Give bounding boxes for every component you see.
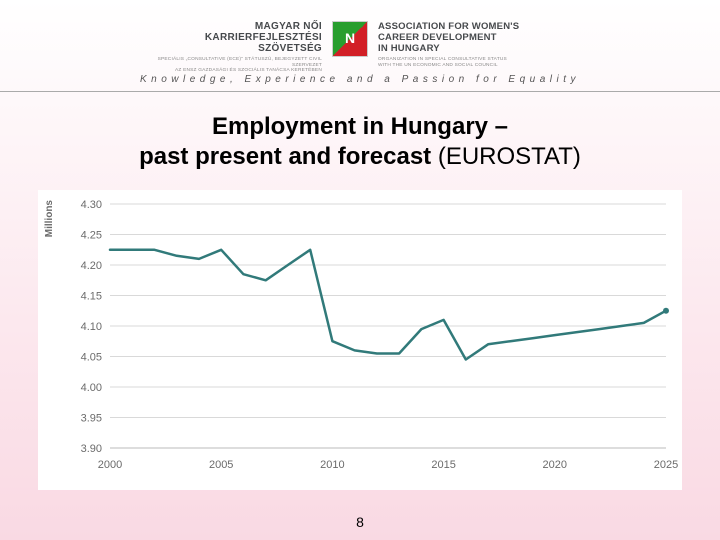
org-right-line1: ASSOCIATION FOR WOMEN'S bbox=[378, 21, 568, 32]
org-left-small2: AZ ENSZ GAZDASÁGI ÉS SZOCIÁLIS TANÁCSA K… bbox=[152, 68, 322, 74]
org-left: MAGYAR NŐI KARRIERFEJLESZTÉSI SZÖVETSÉG … bbox=[152, 21, 322, 74]
slide-title-source: (EUROSTAT) bbox=[431, 143, 581, 170]
svg-text:4.25: 4.25 bbox=[81, 230, 102, 242]
org-right-small2: WITH THE UN ECONOMIC AND SOCIAL COUNCIL bbox=[378, 63, 568, 69]
org-left-line1: MAGYAR NŐI bbox=[152, 21, 322, 32]
svg-text:4.10: 4.10 bbox=[81, 321, 102, 333]
org-right-line2: CAREER DEVELOPMENT bbox=[378, 32, 568, 43]
svg-text:3.95: 3.95 bbox=[81, 413, 102, 425]
org-left-line3: SZÖVETSÉG bbox=[152, 43, 322, 54]
svg-text:4.05: 4.05 bbox=[81, 352, 102, 364]
svg-text:3.90: 3.90 bbox=[81, 443, 102, 455]
slide-title: Employment in Hungary – past present and… bbox=[0, 112, 720, 172]
page-number: 8 bbox=[0, 514, 720, 530]
slide-title-line2: past present and forecast (EUROSTAT) bbox=[0, 142, 720, 172]
slide: MAGYAR NŐI KARRIERFEJLESZTÉSI SZÖVETSÉG … bbox=[0, 0, 720, 540]
chart-ylabel: Millions bbox=[44, 200, 55, 237]
svg-text:4.00: 4.00 bbox=[81, 382, 102, 394]
svg-text:2015: 2015 bbox=[431, 459, 455, 471]
org-right: ASSOCIATION FOR WOMEN'S CAREER DEVELOPME… bbox=[378, 21, 568, 68]
svg-text:4.20: 4.20 bbox=[81, 260, 102, 272]
chart-area: Millions 3.90 3.95 4.00 4.05 4.10 4.15 4.20 4.2… bbox=[38, 190, 682, 490]
svg-text:4.15: 4.15 bbox=[81, 291, 102, 303]
svg-text:2005: 2005 bbox=[209, 459, 233, 471]
header-tagline: Knowledge, Experience and a Passion for … bbox=[0, 74, 720, 85]
slide-title-line1: Employment in Hungary – bbox=[0, 112, 720, 142]
header: MAGYAR NŐI KARRIERFEJLESZTÉSI SZÖVETSÉG … bbox=[0, 0, 720, 94]
header-inner: MAGYAR NŐI KARRIERFEJLESZTÉSI SZÖVETSÉG … bbox=[152, 21, 568, 74]
employment-line-chart: 3.90 3.95 4.00 4.05 4.10 4.15 4.20 4.25 4.30 2000… bbox=[38, 190, 682, 480]
org-left-small1: SPECIÁLIS „CONSULTATIVE (ECE)" STÁTUSZÚ,… bbox=[152, 57, 322, 68]
org-logo-icon: N bbox=[332, 21, 368, 57]
svg-text:2000: 2000 bbox=[98, 459, 122, 471]
header-divider: Knowledge, Experience and a Passion for … bbox=[0, 74, 720, 92]
svg-text:2025: 2025 bbox=[654, 459, 678, 471]
svg-text:2010: 2010 bbox=[320, 459, 344, 471]
org-right-line3: IN HUNGARY bbox=[378, 43, 568, 54]
svg-text:4.30: 4.30 bbox=[81, 199, 102, 211]
svg-text:2020: 2020 bbox=[543, 459, 567, 471]
slide-title-main: past present and forecast bbox=[139, 143, 431, 170]
org-left-line2: KARRIERFEJLESZTÉSI bbox=[152, 32, 322, 43]
org-logo-letter: N bbox=[345, 30, 355, 46]
